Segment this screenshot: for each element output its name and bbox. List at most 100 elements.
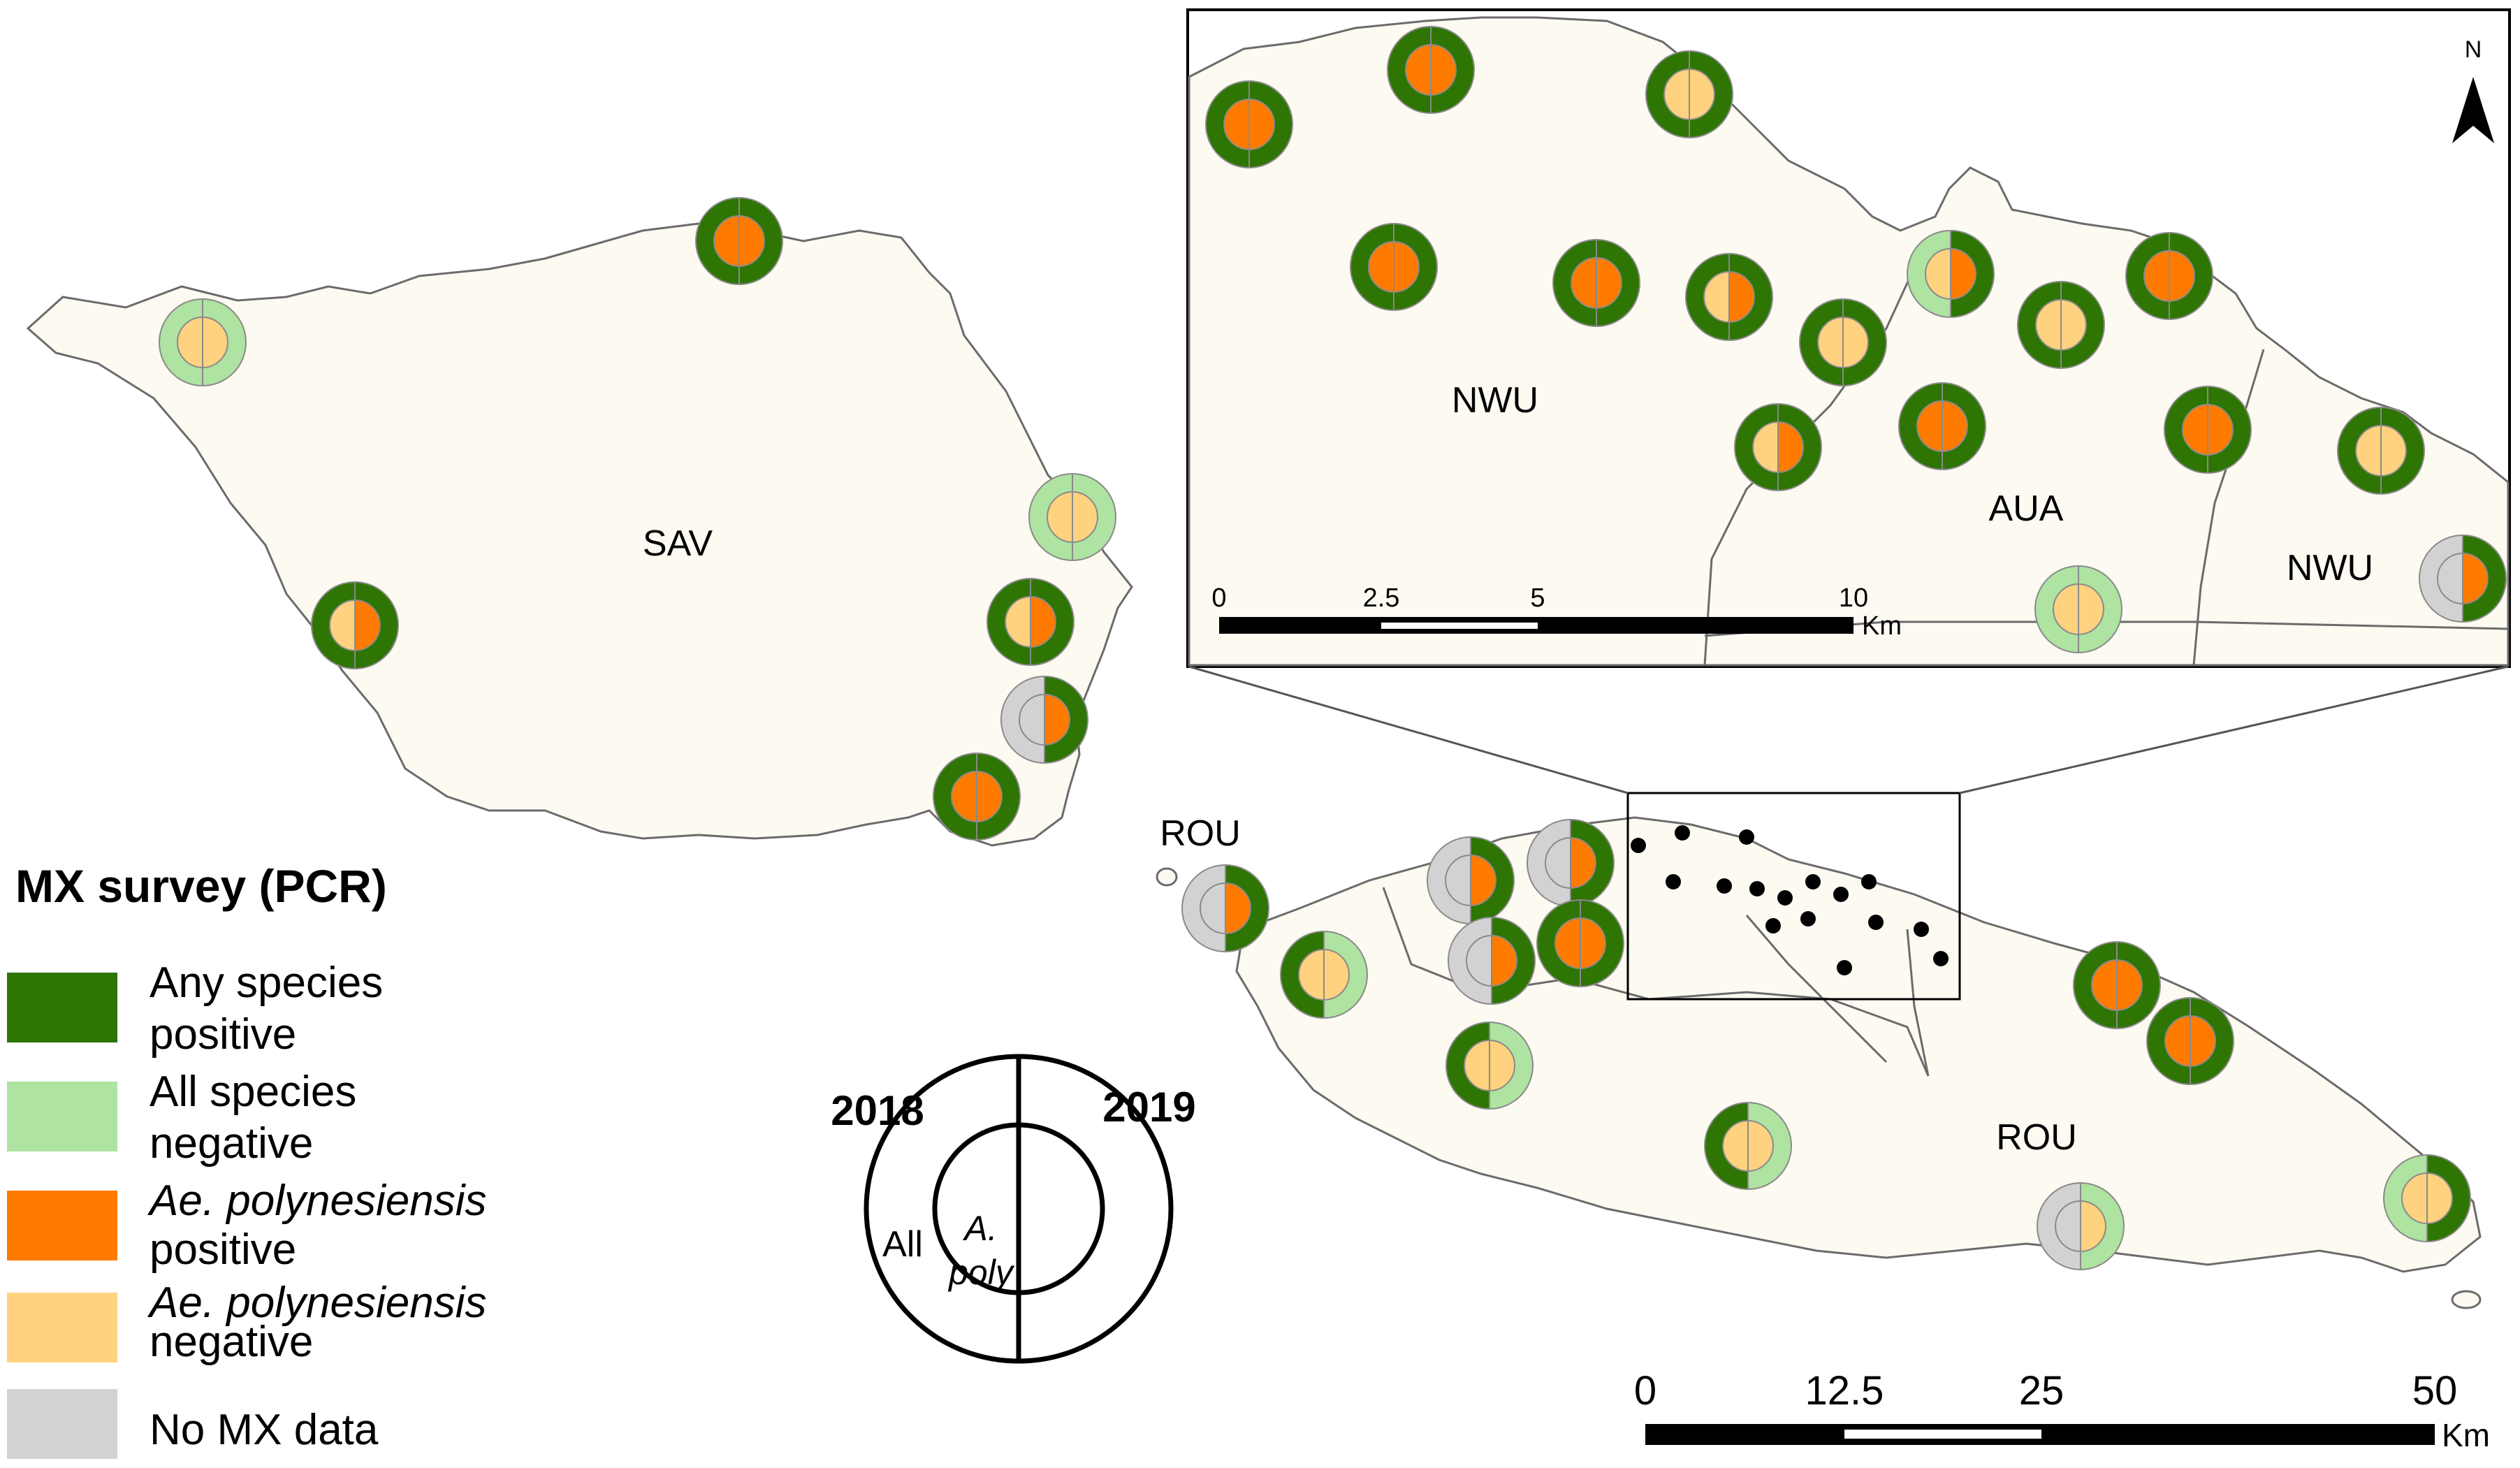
survey-site-marker xyxy=(1685,253,1773,341)
survey-site-marker xyxy=(1181,864,1269,952)
survey-site-marker xyxy=(695,197,783,285)
survey-site-marker xyxy=(1427,836,1515,924)
legend-label-line2: negative xyxy=(150,1119,314,1168)
site-dot xyxy=(1933,951,1949,966)
survey-site-marker xyxy=(2146,997,2234,1085)
survey-site-marker xyxy=(159,298,247,386)
site-dot xyxy=(1765,918,1781,933)
label-inset-nwu-west: NWU xyxy=(1452,380,1538,421)
survey-site-marker xyxy=(2337,407,2425,495)
site-dot xyxy=(1666,874,1681,889)
inset-scale-tick: 0 xyxy=(1211,583,1226,613)
upolu-island xyxy=(1235,816,2482,1273)
survey-site-marker xyxy=(1907,230,1995,318)
connector-line xyxy=(1188,665,1629,794)
site-dot xyxy=(1739,829,1754,845)
key-diagram: 2018 2019 All A. poly xyxy=(831,1054,1196,1364)
legend-swatch xyxy=(7,1389,117,1459)
key-outer-label: All xyxy=(882,1224,923,1265)
survey-site-marker xyxy=(1527,819,1615,907)
legend-label-line2: positive xyxy=(150,1226,297,1274)
survey-site-marker xyxy=(2037,1182,2125,1270)
survey-site-marker xyxy=(1028,473,1116,561)
survey-site-marker xyxy=(2125,232,2213,320)
savaii-island xyxy=(26,222,1133,847)
survey-sites xyxy=(159,26,2507,1270)
label-rou-main: ROU xyxy=(1996,1117,2077,1158)
survey-site-marker xyxy=(2017,281,2105,369)
inset-scale-tick: 5 xyxy=(1530,583,1545,613)
label-inset-aua: AUA xyxy=(1989,488,2064,529)
site-dot xyxy=(1675,825,1690,841)
main-scale-bar: 0 12.5 25 50 Km xyxy=(1634,1368,2490,1453)
survey-site-marker xyxy=(1799,298,1887,386)
islet xyxy=(1156,867,1178,887)
legend-title: MX survey (PCR) xyxy=(15,860,387,912)
site-dot xyxy=(1777,890,1793,906)
main-scale-unit: Km xyxy=(2442,1417,2490,1453)
site-dot xyxy=(1800,911,1816,926)
inset-scale-tick: 10 xyxy=(1839,583,1868,613)
inset-scale-unit: Km xyxy=(1862,611,1902,641)
key-inner-label-1: A. xyxy=(962,1209,997,1248)
legend-label-line2: positive xyxy=(150,1010,297,1059)
survey-site-marker xyxy=(1448,917,1536,1005)
survey-site-marker xyxy=(2073,941,2161,1029)
legend-label-line1: Ae. polynesiensis xyxy=(150,1279,487,1327)
main-scale-tick: 50 xyxy=(2412,1368,2458,1414)
connector-line xyxy=(1959,665,2509,794)
survey-site-marker xyxy=(1734,403,1822,491)
legend-label-line1: Ae. polynesiensis xyxy=(150,1177,487,1225)
site-dot xyxy=(1837,960,1852,975)
survey-site-marker xyxy=(1387,26,1475,114)
survey-site-marker xyxy=(311,581,399,669)
survey-site-marker xyxy=(1645,50,1733,138)
survey-site-marker xyxy=(1898,382,1986,470)
islet xyxy=(2451,1290,2482,1309)
site-dot xyxy=(1861,874,1877,889)
survey-site-marker xyxy=(1704,1102,1792,1190)
site-dot xyxy=(1631,838,1646,853)
legend-swatch xyxy=(7,1191,117,1260)
main-scale-tick: 0 xyxy=(1634,1368,1656,1414)
label-sav: SAV xyxy=(643,523,713,564)
north-arrow-icon: N xyxy=(2452,36,2494,143)
survey-site-marker xyxy=(2383,1154,2471,1242)
legend-label-line2: negative xyxy=(150,1318,314,1366)
site-dot xyxy=(1805,874,1821,889)
survey-site-marker xyxy=(1205,80,1293,168)
key-inner-label-2: poly xyxy=(947,1253,1015,1292)
survey-site-marker xyxy=(986,578,1075,666)
zoom-points xyxy=(1631,825,1949,975)
district-boundary xyxy=(1571,977,1930,1077)
survey-site-marker xyxy=(2419,535,2507,623)
site-dot xyxy=(1868,915,1884,930)
legend-swatch xyxy=(7,1293,117,1362)
key-year-left: 2018 xyxy=(831,1087,924,1134)
survey-site-marker xyxy=(2034,565,2122,653)
survey-site-marker xyxy=(933,753,1021,841)
main-scale-tick: 12.5 xyxy=(1805,1368,1884,1414)
legend-swatch xyxy=(7,973,117,1042)
survey-site-marker xyxy=(1280,931,1368,1019)
legend-label-line1: Any species xyxy=(150,959,384,1007)
key-year-right: 2019 xyxy=(1102,1084,1195,1131)
inset-boundary xyxy=(2192,349,2265,666)
survey-site-marker xyxy=(1445,1022,1534,1110)
inset-scale-bar: 0 2.5 5 10 Km xyxy=(1211,583,1902,641)
site-dot xyxy=(1749,881,1765,896)
legend-label-line1: No MX data xyxy=(150,1406,379,1454)
legend-label-line1: All species xyxy=(150,1068,357,1116)
main-scale-tick: 25 xyxy=(2019,1368,2064,1414)
survey-site-marker xyxy=(1350,223,1438,311)
north-label: N xyxy=(2465,36,2482,63)
legend-swatch xyxy=(7,1082,117,1151)
survey-site-marker xyxy=(1552,239,1640,327)
inset-scale-tick: 2.5 xyxy=(1363,583,1400,613)
zoom-box xyxy=(1626,792,1961,1001)
survey-site-marker xyxy=(1000,676,1088,764)
district-boundary xyxy=(1745,915,1888,1063)
site-dot xyxy=(1717,878,1732,894)
site-dot xyxy=(1833,887,1849,902)
